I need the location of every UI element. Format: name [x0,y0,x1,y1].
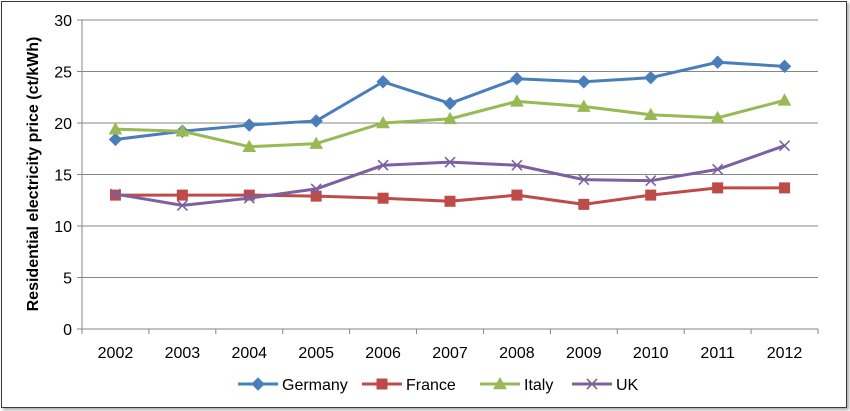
data-point-uk [444,156,456,168]
legend-marker-uk [586,378,598,390]
x-tick-label: 2010 [633,345,669,362]
y-axis-title: Residential electricity price (ct/kWh) [25,37,42,312]
data-point-france [645,189,657,201]
data-point-germany [376,75,390,89]
gridlines [82,19,818,278]
legend-item-france: France [362,377,456,394]
data-point-germany [309,114,323,128]
data-point-uk [778,140,791,152]
legend-item-italy: Italy [480,376,553,394]
data-point-germany [577,75,591,89]
legend: Germany France Italy UK [238,376,639,394]
y-tick-label: 25 [54,65,72,82]
data-point-italy [777,93,792,106]
y-tick-label: 20 [54,116,72,133]
x-tick-label: 2011 [700,345,735,362]
x-tick-label: 2008 [499,345,535,362]
data-point-italy [576,99,591,112]
series-uk [109,140,791,211]
x-tick-label: 2007 [432,345,468,362]
data-point-france [779,182,791,194]
data-point-italy [710,110,725,124]
data-point-italy [108,122,123,135]
y-tick-label: 5 [63,271,72,288]
data-point-germany [443,96,457,111]
x-tick-label: 2005 [298,345,334,362]
data-point-uk [712,163,724,175]
x-tick-label: 2002 [98,345,134,362]
data-point-germany [644,70,658,85]
y-tick-label: 15 [54,168,72,185]
data-point-italy [510,94,524,107]
data-point-france [444,195,456,207]
y-tick-label: 0 [63,322,72,339]
data-point-france [511,189,523,201]
x-tick-label: 2012 [767,345,803,362]
legend-marker-germany [251,377,265,391]
data-point-germany [242,118,256,132]
data-point-uk [310,183,322,195]
data-point-italy [175,124,190,137]
data-point-italy [242,139,257,152]
data-point-france [310,190,322,202]
data-point-germany [710,55,725,69]
x-tick-labels: 2002 2003 2004 2005 2006 2007 2008 2009 2010 2011… [98,345,803,362]
x-tick-label: 2006 [365,345,401,362]
data-point-france [176,189,188,201]
data-point-france [578,198,590,210]
y-tick-label: 10 [54,219,72,236]
data-point-france [377,192,389,204]
legend-marker-italy [493,376,507,390]
data-point-italy [443,111,457,125]
y-tick-label: 30 [54,13,72,30]
legend-item-germany: Germany [238,377,348,394]
series-germany [108,55,792,147]
series-france [109,182,791,210]
series-italy [108,93,792,152]
legend-item-uk: UK [572,377,639,394]
x-tick-label: 2004 [231,345,267,362]
data-point-france [712,182,724,194]
y-tick-labels: 0 5 10 15 20 25 30 [54,13,72,339]
data-point-uk [511,159,523,171]
legend-label-uk: UK [616,377,639,394]
data-point-germany [108,132,123,147]
data-point-uk [176,199,188,211]
legend-label-germany: Germany [282,377,348,394]
series-group [108,55,792,211]
x-tick-label: 2003 [165,345,201,362]
x-tick-label: 2009 [566,345,602,362]
data-point-italy [309,136,324,149]
legend-label-italy: Italy [524,377,553,394]
legend-label-france: France [406,377,456,394]
data-point-uk [645,175,657,187]
data-point-uk [243,192,255,204]
data-point-germany [510,72,524,86]
axes [77,19,819,334]
data-point-france [243,189,255,201]
legend-marker-france [376,378,388,390]
data-point-italy [376,115,390,129]
data-point-uk [377,159,389,171]
data-point-germany [777,59,792,74]
data-point-italy [643,107,658,121]
data-point-uk [109,188,122,200]
data-point-uk [578,174,590,186]
